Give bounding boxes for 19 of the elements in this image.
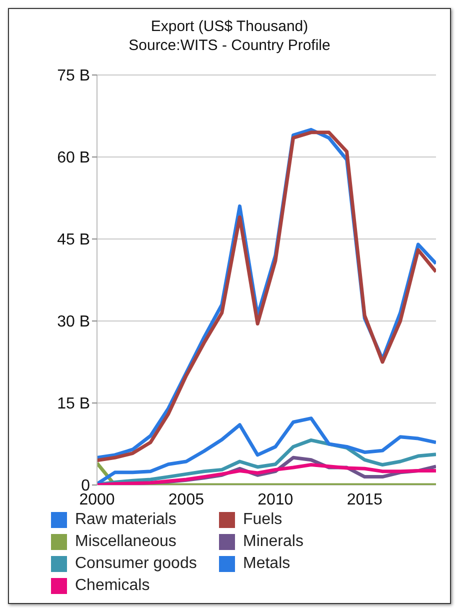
chart-title: Export (US$ Thousand) xyxy=(150,17,310,36)
x-tick-label: 2005 xyxy=(168,491,204,508)
line-series xyxy=(97,416,436,485)
legend-label: Metals xyxy=(243,555,290,573)
y-tick-label: 75 B xyxy=(57,68,90,85)
x-tick-label: 2010 xyxy=(258,491,294,508)
x-tick-label: 2015 xyxy=(346,491,383,508)
legend-label: Raw materials xyxy=(75,511,176,529)
legend-label: Chemicals xyxy=(75,577,150,595)
y-tick-label: 45 B xyxy=(57,232,90,249)
y-tick-label: 15 B xyxy=(57,396,90,413)
legend-label: Fuels xyxy=(243,511,282,529)
x-tick-label: 2000 xyxy=(79,491,115,508)
legend-label: Consumer goods xyxy=(75,555,197,573)
legend-label: Miscellaneous xyxy=(75,533,176,551)
y-tick-label: 60 B xyxy=(57,150,90,167)
y-tick-label: 30 B xyxy=(57,314,90,331)
chart-subtitle: Source:WITS - Country Profile xyxy=(128,36,332,55)
legend-label: Minerals xyxy=(243,533,304,551)
